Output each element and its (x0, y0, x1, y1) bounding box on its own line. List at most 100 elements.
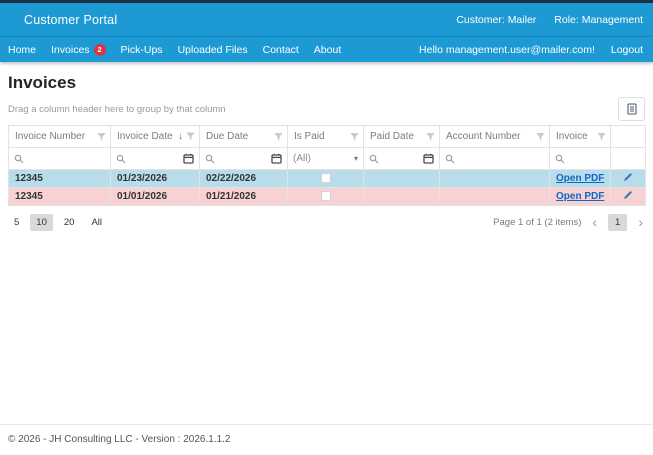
filter-edit-empty (610, 147, 646, 170)
column-header-edit (610, 125, 646, 148)
main-navbar: Home Invoices 2 Pick-Ups Uploaded Files … (0, 36, 653, 62)
column-header-paid-date[interactable]: Paid Date (363, 125, 440, 148)
search-icon (205, 154, 215, 164)
cell-due-date: 02/22/2026 (199, 169, 288, 188)
search-icon (555, 154, 565, 164)
next-page-icon[interactable]: › (638, 213, 643, 230)
chevron-down-icon[interactable]: ▾ (353, 153, 358, 163)
filter-invoice[interactable] (549, 147, 611, 170)
cell-invoice-link: Open PDF (549, 187, 611, 206)
filter-due-date[interactable] (199, 147, 288, 170)
nav-item-uploaded-files[interactable]: Uploaded Files (178, 44, 248, 56)
search-icon (445, 154, 455, 164)
cell-invoice-link: Open PDF (549, 169, 611, 188)
nav-item-pickups-label: Pick-Ups (120, 43, 163, 56)
logout-link[interactable]: Logout (610, 43, 643, 56)
grid-toolbar: Drag a column header here to group by th… (8, 93, 645, 125)
nav-items: Home Invoices 2 Pick-Ups Uploaded Files … (8, 43, 341, 56)
filter-account-number[interactable] (439, 147, 550, 170)
nav-item-home-label: Home (8, 43, 37, 56)
cell-account-number (439, 187, 550, 206)
user-greeting: Hello management.user@mailer.com! (419, 43, 595, 56)
customer-label: Customer: Mailer (456, 13, 537, 26)
column-header-invoice-label: Invoice (556, 131, 588, 142)
filter-paid-date[interactable] (363, 147, 440, 170)
page-footer: © 2026 - JH Consulting LLC - Version : 2… (0, 424, 653, 455)
filter-invoice-number[interactable] (8, 147, 111, 170)
role-label: Role: Management (554, 13, 643, 26)
grid-filter-row: (All) ▾ (8, 147, 646, 170)
cell-invoice-date: 01/23/2026 (110, 169, 200, 188)
column-header-invoice[interactable]: Invoice (549, 125, 611, 148)
filter-funnel-icon[interactable] (536, 132, 545, 141)
page-size-5[interactable]: 5 (14, 217, 20, 228)
column-header-account-number[interactable]: Account Number (439, 125, 550, 148)
page-number-button[interactable]: 1 (608, 214, 628, 231)
edit-button[interactable] (623, 173, 633, 185)
cell-edit (610, 187, 646, 206)
cell-account-number (439, 169, 550, 188)
column-header-due-date[interactable]: Due Date (199, 125, 288, 148)
column-header-invoice-number-label: Invoice Number (15, 131, 86, 142)
filter-funnel-icon[interactable] (97, 132, 106, 141)
column-header-paid-date-label: Paid Date (370, 131, 414, 142)
cell-paid-date (363, 169, 440, 188)
nav-item-contact[interactable]: Contact (263, 44, 299, 56)
cell-is-paid (287, 187, 364, 206)
nav-item-pickups[interactable]: Pick-Ups (121, 44, 163, 56)
filter-funnel-icon[interactable] (426, 132, 435, 141)
cell-invoice-number: 12345 (8, 169, 111, 188)
edit-button[interactable] (623, 191, 633, 203)
export-icon (626, 103, 638, 115)
nav-item-invoices[interactable]: Invoices 2 (51, 43, 106, 56)
calendar-icon[interactable] (183, 153, 194, 164)
is-paid-checkbox[interactable] (320, 173, 331, 184)
invoices-grid: Invoice Number Invoice Date ↓ Due Date (8, 125, 646, 206)
filter-funnel-icon[interactable] (597, 132, 606, 141)
group-panel-hint: Drag a column header here to group by th… (8, 103, 226, 115)
search-icon (369, 154, 379, 164)
invoices-count-badge: 2 (93, 43, 106, 56)
nav-item-home[interactable]: Home (8, 44, 36, 56)
sort-desc-icon: ↓ (178, 130, 183, 142)
main-content: Invoices Drag a column header here to gr… (0, 62, 653, 424)
calendar-icon[interactable] (271, 153, 282, 164)
filter-funnel-icon[interactable] (186, 132, 195, 141)
is-paid-filter-value: (All) (293, 153, 311, 164)
nav-right: Hello management.user@mailer.com! Logout (419, 44, 643, 56)
cell-invoice-number: 12345 (8, 187, 111, 206)
page-size-20[interactable]: 20 (63, 217, 75, 228)
export-button[interactable] (618, 97, 645, 121)
column-header-invoice-number[interactable]: Invoice Number (8, 125, 111, 148)
prev-page-icon[interactable]: ‹ (592, 213, 598, 230)
nav-item-contact-label: Contact (262, 43, 299, 56)
page-size-all[interactable]: All (91, 217, 103, 228)
app-header: Customer Portal Customer: Mailer Role: M… (0, 3, 653, 36)
filter-funnel-icon[interactable] (350, 132, 359, 141)
filter-is-paid-select[interactable]: (All) ▾ (287, 147, 364, 170)
open-pdf-link[interactable]: Open PDF (556, 191, 605, 202)
grid-header-row: Invoice Number Invoice Date ↓ Due Date (8, 125, 646, 148)
grid-pager: 5 10 20 All Page 1 of 1 (2 items) ‹ 1 › (8, 206, 645, 237)
nav-item-uploaded-files-label: Uploaded Files (177, 43, 248, 56)
is-paid-checkbox[interactable] (320, 191, 331, 202)
nav-item-about[interactable]: About (314, 44, 341, 56)
filter-funnel-icon[interactable] (274, 132, 283, 141)
column-header-is-paid[interactable]: Is Paid (287, 125, 364, 148)
calendar-icon[interactable] (423, 153, 434, 164)
search-icon (14, 154, 24, 164)
nav-item-about-label: About (313, 43, 342, 56)
invoice-row[interactable]: 12345 01/01/2026 01/21/2026 Open PDF (8, 187, 646, 206)
open-pdf-link[interactable]: Open PDF (556, 173, 605, 184)
nav-item-invoices-label: Invoices (51, 43, 90, 56)
cell-due-date: 01/21/2026 (199, 187, 288, 206)
cell-is-paid (287, 169, 364, 188)
column-header-invoice-date[interactable]: Invoice Date ↓ (110, 125, 200, 148)
cell-invoice-date: 01/01/2026 (110, 187, 200, 206)
header-context: Customer: Mailer Role: Management (456, 14, 643, 26)
column-header-account-number-label: Account Number (446, 131, 521, 142)
page-size-10-selected[interactable]: 10 (30, 214, 53, 231)
pager-info: Page 1 of 1 (2 items) (493, 217, 582, 228)
invoice-row[interactable]: 12345 01/23/2026 02/22/2026 Open PDF (8, 169, 646, 188)
filter-invoice-date[interactable] (110, 147, 200, 170)
